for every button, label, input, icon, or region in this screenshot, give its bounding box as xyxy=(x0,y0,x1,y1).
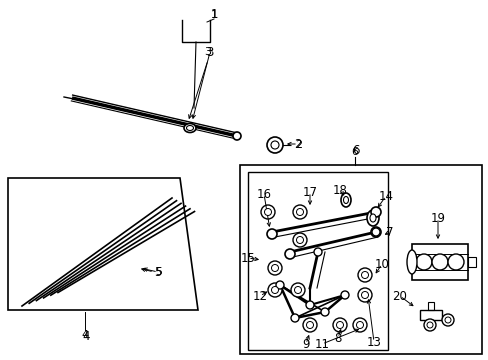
Text: 1: 1 xyxy=(210,8,217,21)
Bar xyxy=(240,165,481,354)
Ellipse shape xyxy=(366,210,378,226)
Circle shape xyxy=(271,265,278,271)
Circle shape xyxy=(340,291,348,299)
Circle shape xyxy=(285,249,294,259)
Text: 14: 14 xyxy=(378,189,393,202)
Ellipse shape xyxy=(369,214,375,222)
Circle shape xyxy=(271,287,278,293)
Circle shape xyxy=(431,254,447,270)
Text: 11: 11 xyxy=(314,338,329,351)
Circle shape xyxy=(447,254,463,270)
Ellipse shape xyxy=(183,123,196,132)
Text: 16: 16 xyxy=(256,188,271,201)
Circle shape xyxy=(313,248,321,256)
Text: 8: 8 xyxy=(334,332,341,345)
Text: 20: 20 xyxy=(392,289,407,302)
Circle shape xyxy=(305,301,313,309)
Text: 2: 2 xyxy=(294,140,302,150)
Ellipse shape xyxy=(340,193,350,207)
Text: 19: 19 xyxy=(429,211,445,225)
Circle shape xyxy=(415,254,431,270)
Text: 3: 3 xyxy=(206,45,213,58)
Bar xyxy=(419,310,441,320)
Circle shape xyxy=(361,292,368,298)
Text: 1: 1 xyxy=(210,10,217,20)
Circle shape xyxy=(303,318,316,332)
Text: 5: 5 xyxy=(155,267,162,277)
Circle shape xyxy=(294,287,301,293)
Circle shape xyxy=(306,321,313,328)
Text: 13: 13 xyxy=(366,336,381,348)
Circle shape xyxy=(370,207,380,217)
Text: 5: 5 xyxy=(154,266,162,279)
Text: 4: 4 xyxy=(82,330,90,343)
Circle shape xyxy=(290,283,305,297)
Circle shape xyxy=(232,132,241,140)
Text: 4: 4 xyxy=(81,330,88,340)
Text: 6: 6 xyxy=(351,144,359,157)
Circle shape xyxy=(267,261,282,275)
Bar xyxy=(467,257,475,267)
Text: 7: 7 xyxy=(386,225,393,238)
Circle shape xyxy=(370,227,380,237)
Circle shape xyxy=(266,137,283,153)
Circle shape xyxy=(361,271,368,279)
Circle shape xyxy=(441,314,453,326)
Circle shape xyxy=(292,233,306,247)
Circle shape xyxy=(426,322,432,328)
Text: 9: 9 xyxy=(302,338,309,351)
Circle shape xyxy=(371,228,379,236)
Circle shape xyxy=(292,205,306,219)
Circle shape xyxy=(261,205,274,219)
Text: 3: 3 xyxy=(204,47,211,57)
Text: 17: 17 xyxy=(302,185,317,198)
Text: 10: 10 xyxy=(374,257,388,270)
Text: 18: 18 xyxy=(332,184,347,197)
Bar xyxy=(411,244,467,280)
Circle shape xyxy=(357,288,371,302)
Ellipse shape xyxy=(343,197,348,203)
Bar xyxy=(247,172,387,350)
Circle shape xyxy=(266,229,276,239)
Circle shape xyxy=(320,308,328,316)
Circle shape xyxy=(267,283,282,297)
Circle shape xyxy=(264,208,271,216)
Circle shape xyxy=(336,321,343,328)
Circle shape xyxy=(290,314,298,322)
Text: 6: 6 xyxy=(351,147,358,157)
Text: 15: 15 xyxy=(240,252,255,265)
Circle shape xyxy=(444,317,450,323)
Ellipse shape xyxy=(186,126,193,130)
Ellipse shape xyxy=(406,250,416,274)
Circle shape xyxy=(296,208,303,216)
Circle shape xyxy=(275,281,284,289)
Circle shape xyxy=(357,268,371,282)
Text: 12: 12 xyxy=(252,289,267,302)
Circle shape xyxy=(332,318,346,332)
Circle shape xyxy=(296,237,303,243)
Circle shape xyxy=(423,319,435,331)
Circle shape xyxy=(270,141,279,149)
Circle shape xyxy=(352,318,366,332)
Circle shape xyxy=(356,321,363,328)
Text: 2: 2 xyxy=(294,138,301,150)
Bar xyxy=(427,302,433,310)
